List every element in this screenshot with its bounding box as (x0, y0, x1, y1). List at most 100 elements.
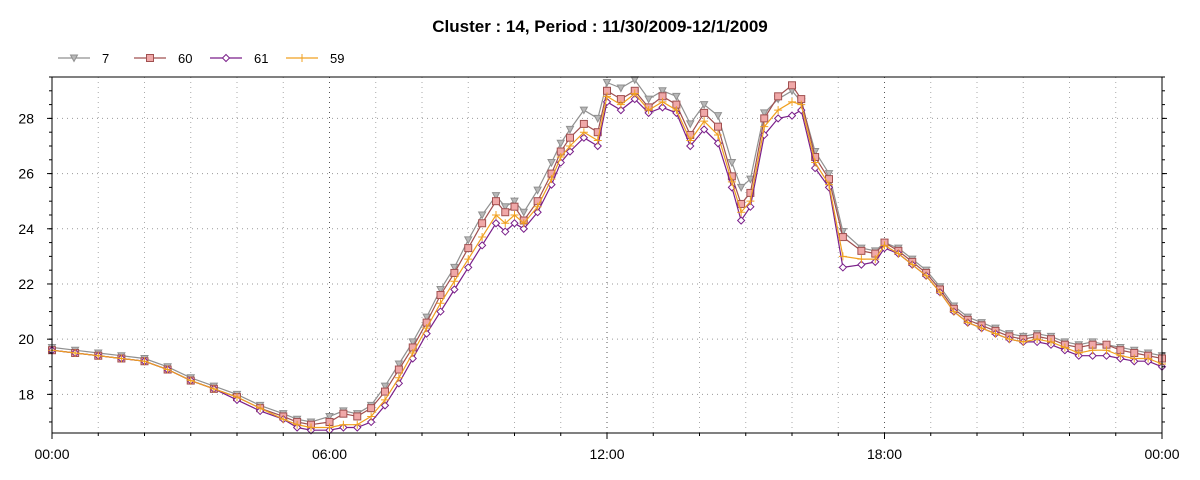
data-point-60 (436, 291, 445, 300)
data-point-7 (477, 211, 487, 220)
data-point-7 (824, 170, 834, 179)
data-point-59 (510, 210, 519, 219)
x-tick-label: 00:00 (1144, 446, 1179, 462)
series-60 (48, 81, 1166, 429)
data-point-60 (464, 244, 473, 253)
data-point-60 (774, 92, 783, 101)
data-point-59 (492, 210, 500, 219)
data-point-7 (565, 125, 575, 134)
data-point-59 (579, 128, 588, 137)
data-point-60 (746, 188, 755, 197)
data-point-60 (857, 246, 866, 255)
data-point-59 (556, 153, 565, 162)
data-point-61 (491, 219, 501, 228)
data-point-60 (788, 81, 796, 90)
data-point-60 (394, 365, 403, 374)
data-point-61 (686, 141, 695, 151)
data-point-59 (746, 197, 755, 206)
data-point-61 (857, 260, 866, 269)
data-point-59 (233, 393, 241, 402)
data-point-59 (963, 318, 972, 327)
data-point-7 (547, 159, 556, 168)
data-point-60 (339, 409, 348, 418)
data-point-7 (394, 360, 404, 369)
legend-label-7: 7 (102, 51, 109, 66)
data-point-59 (478, 233, 487, 242)
data-point-7 (736, 183, 746, 192)
data-point-59 (894, 249, 903, 258)
data-point-59 (714, 130, 722, 139)
data-point-7 (746, 175, 755, 184)
data-point-59 (566, 141, 574, 150)
data-point-59 (788, 97, 796, 106)
data-point-59 (422, 324, 431, 333)
data-point-7 (463, 236, 473, 245)
data-point-59 (672, 106, 681, 115)
data-point-59 (293, 420, 302, 429)
data-point-59 (71, 348, 80, 357)
data-point-60 (579, 119, 588, 128)
data-point-60 (838, 233, 847, 242)
data-point-61 (593, 141, 602, 151)
data-point-7 (533, 186, 542, 195)
data-point-61 (501, 227, 510, 236)
data-point-59 (1088, 346, 1097, 355)
data-point-7 (672, 92, 681, 101)
grid (51, 77, 1163, 433)
data-point-60 (478, 219, 487, 228)
data-point-59 (464, 255, 473, 264)
y-tick-label: 24 (18, 221, 34, 237)
data-point-59 (825, 180, 833, 189)
data-point-7 (436, 285, 445, 295)
data-point-60 (450, 268, 459, 277)
chart-title: Cluster : 14, Period : 11/30/2009-12/1/2… (432, 17, 767, 36)
data-point-59 (1144, 354, 1153, 363)
data-point-59 (1102, 346, 1111, 355)
legend-label-61: 61 (254, 51, 268, 66)
series-layer (47, 76, 1167, 435)
data-point-59 (658, 97, 667, 106)
x-tick-label: 00:00 (34, 446, 69, 462)
data-point-59 (797, 100, 806, 109)
data-point-7 (556, 139, 566, 148)
data-point-60 (566, 133, 574, 142)
data-point-7 (519, 208, 529, 217)
series-7 (47, 76, 1167, 427)
data-point-7 (491, 192, 501, 201)
data-point-59 (279, 415, 288, 424)
data-point-61 (519, 224, 528, 233)
legend-marker-7 (69, 54, 79, 63)
data-point-59 (1005, 335, 1014, 344)
data-point-60 (700, 108, 709, 117)
data-point-59 (991, 329, 1000, 338)
data-point-59 (367, 412, 376, 421)
legend: 7 60 61 59 (58, 51, 344, 66)
data-point-59 (1116, 351, 1125, 360)
data-point-59 (857, 255, 866, 264)
data-point-61 (787, 111, 797, 120)
data-point-61 (838, 263, 848, 272)
y-tick-label: 28 (18, 110, 34, 126)
legend-label-60: 60 (178, 51, 192, 66)
data-point-7 (579, 106, 589, 115)
data-point-59 (186, 376, 195, 385)
data-point-61 (736, 216, 746, 225)
data-point-60 (510, 202, 519, 211)
legend-marker-59 (298, 54, 306, 62)
data-point-59 (408, 348, 417, 357)
data-point-59 (760, 122, 769, 131)
data-point-60 (737, 199, 746, 208)
data-point-61 (773, 114, 783, 123)
data-point-7 (380, 382, 390, 391)
data-point-7 (685, 120, 695, 129)
data-point-59 (737, 208, 746, 217)
y-tick-label: 26 (18, 166, 34, 182)
data-point-59 (353, 420, 362, 429)
data-point-59 (593, 136, 602, 145)
data-point-59 (922, 271, 931, 280)
data-point-7 (658, 87, 667, 96)
data-point-59 (1047, 337, 1055, 346)
data-point-61 (477, 241, 487, 250)
data-point-59 (394, 373, 403, 382)
data-point-59 (838, 252, 847, 261)
